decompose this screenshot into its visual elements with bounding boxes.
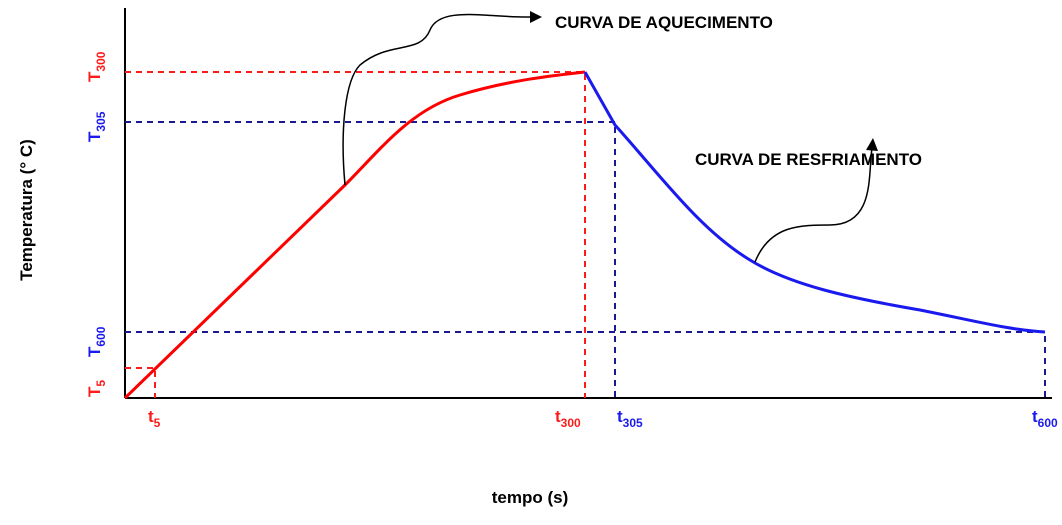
- guide-t5: [125, 367, 156, 398]
- label-sub: 600: [94, 326, 108, 346]
- label-base: t: [1032, 407, 1038, 426]
- label-sub: 5: [94, 380, 108, 387]
- axis-label: t600: [1032, 407, 1058, 430]
- label-base: t: [148, 407, 154, 426]
- axis-label: T600: [85, 326, 108, 357]
- label-sub: 600: [1038, 416, 1058, 430]
- x-title: tempo (s): [492, 488, 569, 507]
- axis-label: t5: [148, 407, 161, 430]
- arrow-cooling: [754, 147, 873, 263]
- guide-t300: [125, 71, 586, 398]
- axis-label: T5: [85, 380, 108, 397]
- label-base: T: [85, 71, 104, 82]
- cooling-curve: [583, 71, 1046, 334]
- annotation: CURVA DE AQUECIMENTO: [555, 13, 773, 32]
- label-sub: 305: [623, 416, 643, 430]
- axis-label: T305: [85, 111, 108, 142]
- y-title: Temperatura (° C): [17, 139, 36, 281]
- label-sub: 300: [94, 51, 108, 71]
- arrowhead: [530, 11, 542, 23]
- label-base: t: [555, 407, 561, 426]
- label-sub: 5: [154, 416, 161, 430]
- axis-label: t305: [617, 407, 643, 430]
- guide-t305: [125, 121, 616, 398]
- heating-curve: [123, 70, 586, 400]
- axis-label: T300: [85, 51, 108, 82]
- label-base: T: [85, 131, 104, 142]
- label-base: T: [85, 386, 104, 397]
- label-base: t: [617, 407, 623, 426]
- annotation: CURVA DE RESFRIAMENTO: [695, 150, 922, 169]
- label-sub: 300: [561, 416, 581, 430]
- label-base: T: [85, 346, 104, 357]
- guides: [125, 71, 1046, 398]
- axis-label: t300: [555, 407, 581, 430]
- arrow-heating: [342, 13, 531, 186]
- arrowhead: [866, 138, 878, 151]
- label-sub: 305: [94, 111, 108, 131]
